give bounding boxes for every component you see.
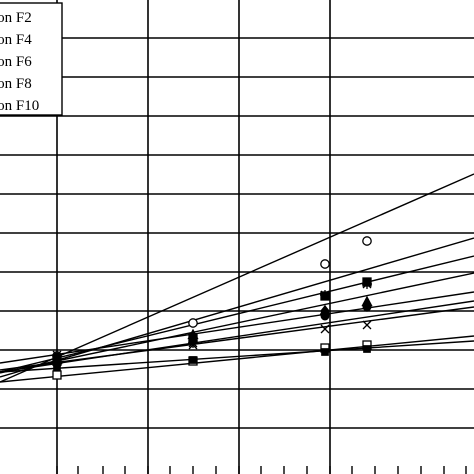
data-point [363, 345, 371, 353]
data-point [52, 370, 62, 380]
data-point [362, 236, 372, 246]
data-point [320, 311, 330, 321]
data-point [362, 320, 372, 330]
data-point [320, 290, 330, 300]
data-point [188, 333, 198, 343]
fit-line [0, 272, 474, 374]
data-point [362, 302, 372, 312]
data-point [188, 318, 198, 328]
legend: ion F2 ion F4 ion F6 ion F8 ion F10 [0, 2, 63, 116]
legend-label-2: ion F4 [0, 32, 32, 48]
data-point [53, 363, 61, 371]
fit-line [0, 300, 474, 373]
data-point [320, 324, 330, 334]
data-point [52, 352, 62, 362]
fit-line [0, 340, 474, 373]
legend-label-4: ion F8 [0, 76, 32, 92]
data-point [321, 348, 329, 356]
data-point [189, 356, 197, 364]
legend-label-3: ion F6 [0, 54, 32, 70]
legend-label-1: ion F2 [0, 10, 32, 26]
fit-lines [0, 173, 474, 383]
legend-label-5: ion F10 [0, 98, 39, 114]
legend-box [0, 2, 63, 116]
fit-line [0, 237, 474, 378]
axis-ticks [56, 466, 467, 474]
fit-line [0, 306, 474, 371]
fit-line [0, 173, 474, 383]
fit-line [0, 255, 474, 373]
data-point [362, 279, 372, 289]
data-points [51, 236, 373, 380]
fit-line [0, 291, 474, 364]
data-point [320, 259, 330, 269]
fit-line [0, 335, 474, 383]
